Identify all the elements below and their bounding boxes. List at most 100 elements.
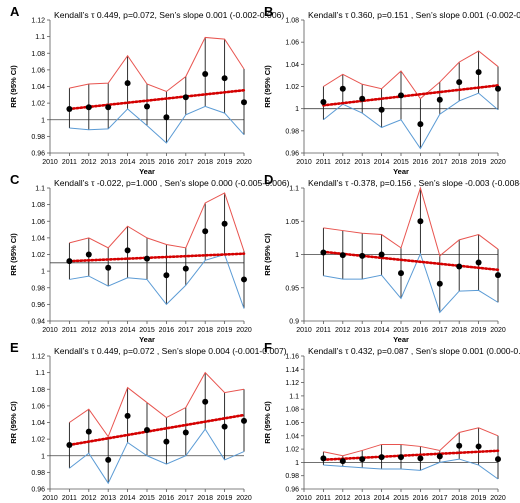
rr-point bbox=[182, 94, 189, 101]
rr-point bbox=[359, 456, 366, 463]
y-tick-label: 1.06 bbox=[285, 420, 299, 427]
x-axis-label: Year bbox=[393, 335, 409, 344]
panel-letter: B bbox=[264, 4, 273, 19]
x-tick-label: 2011 bbox=[62, 495, 77, 502]
x-tick-label: 2017 bbox=[178, 159, 194, 166]
chart-title: Kendall’s τ 0.449, p=0.072, Sen’s slope … bbox=[54, 10, 284, 20]
x-tick-label: 2018 bbox=[451, 159, 467, 166]
y-tick-label: 1.08 bbox=[285, 18, 299, 25]
y-axis-label: RR (95% CI) bbox=[263, 65, 272, 108]
rr-point bbox=[163, 438, 170, 445]
x-tick-label: 2019 bbox=[471, 495, 487, 502]
rr-point bbox=[436, 96, 443, 103]
y-tick-label: 1 bbox=[295, 460, 299, 467]
y-tick-label: 1.1 bbox=[35, 186, 45, 193]
rr-point bbox=[339, 85, 346, 92]
y-axis-label: RR (95% CI) bbox=[263, 401, 272, 444]
chart-title: Kendall’s τ -0.022, p=1.000 , Sen’s slop… bbox=[54, 178, 290, 188]
rr-point bbox=[85, 251, 92, 258]
x-tick-label: 2016 bbox=[413, 327, 429, 334]
x-tick-label: 2017 bbox=[432, 327, 448, 334]
rr-point bbox=[417, 121, 424, 128]
rr-point bbox=[398, 92, 404, 99]
rr-point bbox=[495, 85, 501, 92]
y-tick-label: 1.06 bbox=[31, 219, 45, 226]
rr-point bbox=[495, 272, 501, 279]
rr-point bbox=[475, 259, 482, 266]
y-tick-label: 0.98 bbox=[31, 470, 45, 477]
x-tick-label: 2015 bbox=[139, 327, 155, 334]
lower-ci-line bbox=[69, 253, 245, 309]
x-tick-label: 2019 bbox=[471, 159, 487, 166]
lower-ci-line bbox=[323, 458, 499, 480]
panel-letter: F bbox=[264, 340, 272, 355]
y-axis-label: RR (95% CI) bbox=[263, 233, 272, 276]
panel-letter: D bbox=[264, 172, 273, 187]
x-tick-label: 2010 bbox=[42, 327, 58, 334]
x-tick-label: 2017 bbox=[432, 495, 448, 502]
y-tick-label: 1 bbox=[295, 252, 299, 259]
rr-point bbox=[163, 272, 170, 279]
x-tick-label: 2020 bbox=[236, 495, 252, 502]
x-tick-label: 2016 bbox=[413, 495, 429, 502]
x-tick-label: 2013 bbox=[354, 327, 370, 334]
rr-point bbox=[398, 270, 404, 277]
lower-ci-line bbox=[323, 252, 499, 314]
y-tick-label: 1.06 bbox=[31, 67, 45, 74]
x-tick-label: 2012 bbox=[335, 159, 351, 166]
rr-point bbox=[378, 106, 385, 113]
x-tick-label: 2020 bbox=[490, 327, 506, 334]
x-tick-label: 2010 bbox=[296, 327, 312, 334]
upper-ci-line bbox=[323, 186, 499, 257]
x-tick-label: 2011 bbox=[62, 159, 77, 166]
x-tick-label: 2014 bbox=[120, 327, 136, 334]
trend-line bbox=[322, 449, 500, 462]
rr-point bbox=[85, 428, 92, 435]
x-tick-label: 2018 bbox=[197, 159, 213, 166]
y-tick-label: 1.05 bbox=[285, 219, 299, 226]
x-tick-label: 2020 bbox=[236, 159, 252, 166]
y-tick-label: 0.98 bbox=[31, 134, 45, 141]
y-tick-label: 1.12 bbox=[31, 18, 45, 25]
y-tick-label: 0.98 bbox=[285, 473, 299, 480]
lower-ci-line bbox=[69, 105, 245, 144]
chart-panel-f: F Kendall’s τ 0.432, p=0.087 , Sen’s slop… bbox=[263, 340, 520, 502]
chart-title: Kendall’s τ -0.378, p=0.156 , Sen’s slop… bbox=[308, 178, 520, 188]
x-tick-label: 2014 bbox=[374, 495, 390, 502]
x-tick-label: 2012 bbox=[81, 327, 97, 334]
y-axis-label: RR (95% CI) bbox=[9, 401, 18, 444]
y-tick-label: 1.1 bbox=[289, 186, 299, 193]
rr-point bbox=[105, 456, 112, 463]
rr-point bbox=[124, 412, 131, 419]
x-tick-label: 2011 bbox=[316, 159, 331, 166]
rr-point bbox=[456, 79, 463, 86]
upper-ci-line bbox=[323, 50, 499, 100]
x-tick-label: 2013 bbox=[100, 327, 116, 334]
rr-point bbox=[163, 114, 170, 121]
x-tick-label: 2011 bbox=[62, 327, 77, 334]
rr-point bbox=[144, 255, 150, 262]
y-tick-label: 1.02 bbox=[285, 447, 299, 454]
rr-point bbox=[144, 426, 150, 433]
y-tick-label: 1 bbox=[41, 453, 45, 460]
x-tick-label: 2018 bbox=[197, 327, 213, 334]
x-tick-label: 2017 bbox=[178, 495, 194, 502]
x-tick-label: 2014 bbox=[374, 327, 390, 334]
y-tick-label: 0.96 bbox=[285, 487, 299, 494]
y-tick-label: 1.08 bbox=[285, 407, 299, 414]
y-tick-label: 0.96 bbox=[31, 302, 45, 309]
y-tick-label: 1.16 bbox=[285, 354, 299, 361]
x-axis-label: Year bbox=[139, 335, 155, 344]
x-tick-label: 2015 bbox=[393, 159, 409, 166]
x-axis-label: Year bbox=[139, 167, 155, 176]
rr-point bbox=[241, 99, 247, 106]
rr-point bbox=[202, 71, 209, 78]
x-tick-label: 2014 bbox=[120, 495, 136, 502]
rr-point bbox=[241, 417, 247, 424]
y-tick-label: 1 bbox=[41, 117, 45, 124]
rr-point bbox=[66, 105, 73, 112]
x-tick-label: 2010 bbox=[296, 159, 312, 166]
y-tick-label: 0.95 bbox=[285, 285, 299, 292]
rr-point bbox=[398, 454, 404, 461]
y-tick-label: 1.04 bbox=[31, 420, 45, 427]
